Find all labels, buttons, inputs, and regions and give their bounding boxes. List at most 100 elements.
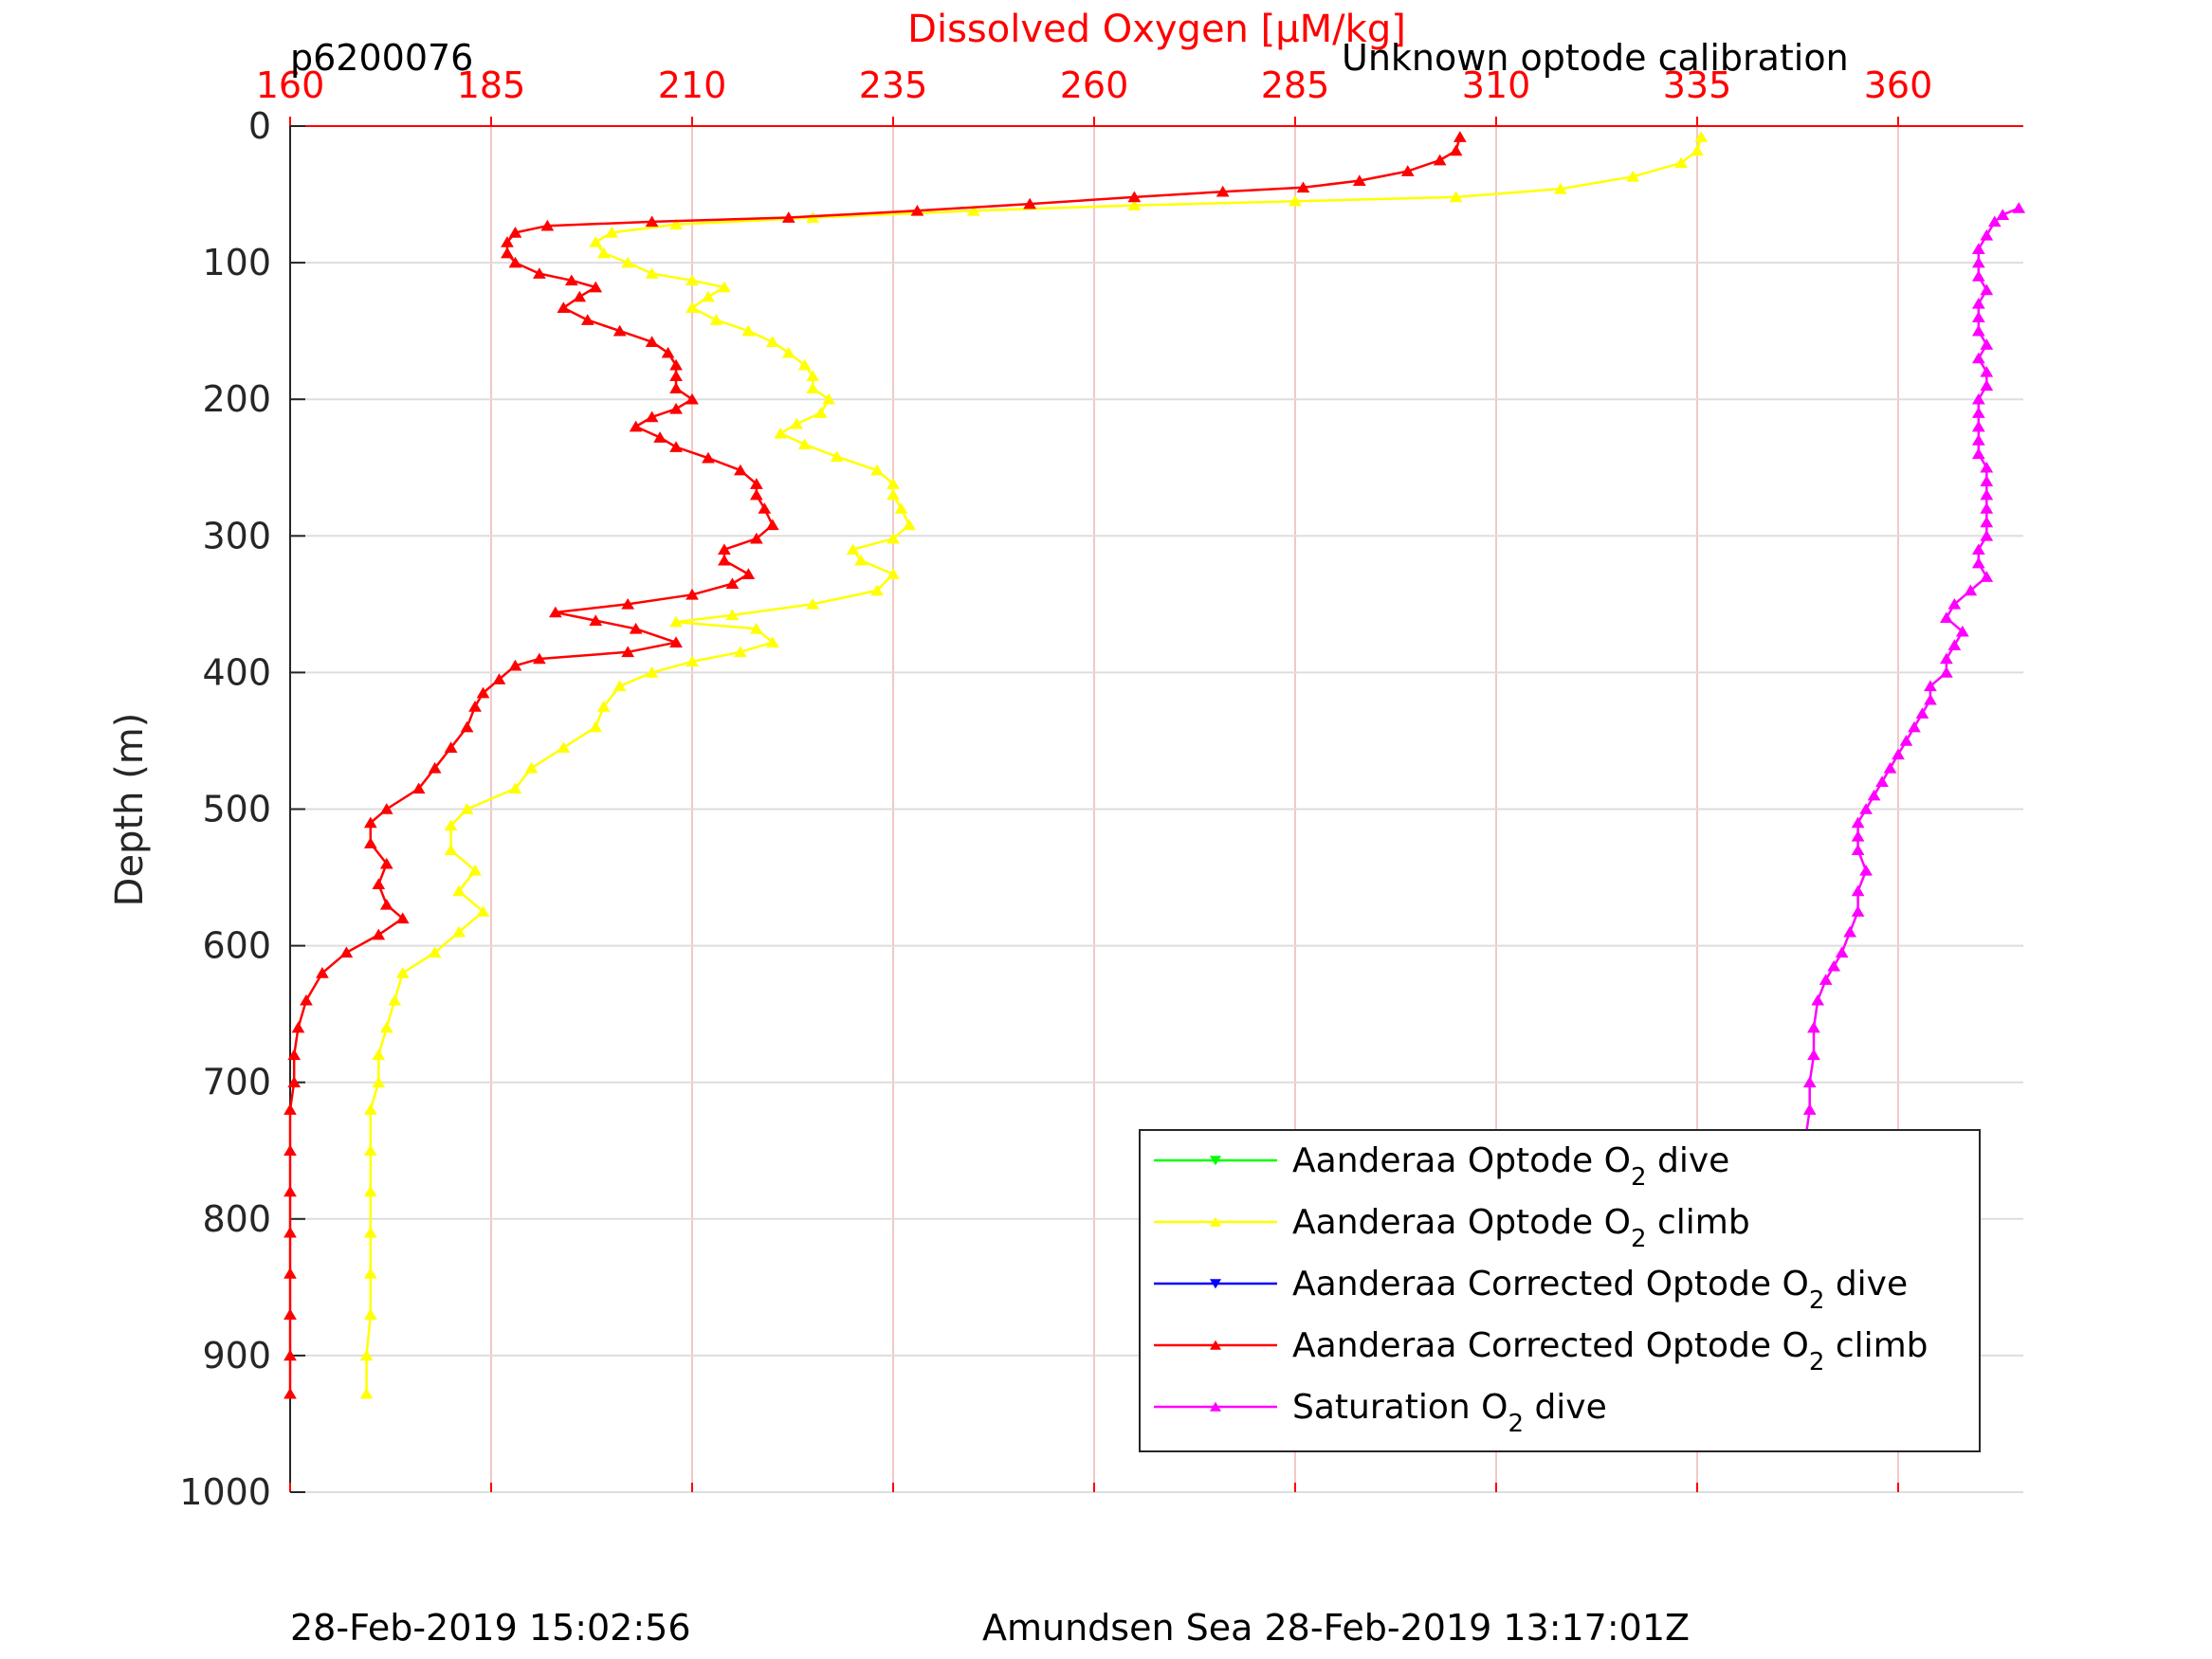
data-point-corrected_climb: [669, 636, 683, 647]
y-tick-label: 500: [202, 789, 271, 830]
data-point-saturation_dive: [1971, 256, 1985, 268]
data-point-corrected_climb: [686, 588, 699, 600]
data-point-corrected_climb: [781, 211, 795, 223]
legend-item-optode_climb: Aanderaa Optode O2 climb: [1154, 1203, 1750, 1253]
data-point-corrected_climb: [283, 1349, 297, 1361]
legend-label: Aanderaa Optode O2 climb: [1292, 1203, 1750, 1253]
data-point-corrected_climb: [501, 236, 514, 247]
legend-label-suffix: climb: [1647, 1203, 1750, 1242]
data-point-corrected_climb: [287, 1076, 302, 1087]
data-point-saturation_dive: [1940, 666, 1953, 678]
x-tick-label: 285: [1261, 64, 1330, 106]
data-point-saturation_dive: [1980, 283, 1994, 296]
data-point-optode_climb: [363, 1185, 377, 1197]
data-point-optode_climb: [589, 720, 603, 733]
data-point-saturation_dive: [1851, 884, 1865, 897]
data-point-saturation_dive: [1971, 407, 1985, 418]
data-point-optode_climb: [1449, 191, 1463, 203]
data-point-optode_climb: [749, 622, 763, 634]
data-point-optode_climb: [870, 584, 884, 596]
data-point-optode_climb: [476, 905, 490, 917]
x-tick-label: 185: [457, 64, 526, 106]
data-point-optode_climb: [621, 256, 635, 268]
data-point-saturation_dive: [1807, 1048, 1820, 1061]
data-point-corrected_climb: [1449, 144, 1463, 156]
data-point-corrected_climb: [1400, 165, 1415, 176]
data-point-optode_climb: [444, 844, 458, 856]
data-point-optode_climb: [887, 488, 900, 501]
data-point-saturation_dive: [1875, 775, 1889, 787]
data-point-saturation_dive: [1980, 338, 1994, 350]
data-point-saturation_dive: [1971, 324, 1985, 337]
data-point-corrected_climb: [749, 478, 763, 489]
data-point-corrected_climb: [283, 1144, 297, 1157]
data-point-saturation_dive: [1883, 761, 1897, 774]
legend-label-suffix: dive: [1824, 1265, 1908, 1304]
data-point-corrected_climb: [686, 392, 699, 405]
data-point-saturation_dive: [1980, 379, 1994, 392]
data-point-optode_climb: [734, 646, 747, 658]
data-point-saturation_dive: [1980, 461, 1994, 473]
data-point-corrected_climb: [645, 336, 659, 347]
data-point-corrected_climb: [629, 420, 643, 432]
data-point-saturation_dive: [1859, 803, 1873, 814]
legend-marker: [1210, 1340, 1221, 1350]
data-point-corrected_climb: [379, 803, 393, 814]
data-point-saturation_dive: [1955, 625, 1969, 637]
data-point-saturation_dive: [1851, 830, 1865, 842]
data-point-corrected_climb: [492, 673, 506, 684]
legend-label-main: Aanderaa Corrected Optode O: [1292, 1326, 1809, 1365]
data-point-optode_climb: [452, 884, 466, 897]
calibration-note: Unknown optode calibration: [1342, 37, 1849, 79]
legend-item-corrected_climb: Aanderaa Corrected Optode O2 climb: [1154, 1326, 1929, 1376]
data-point-corrected_climb: [363, 837, 377, 848]
data-point-optode_climb: [774, 427, 788, 439]
data-point-saturation_dive: [1947, 639, 1962, 650]
data-point-optode_climb: [1127, 199, 1142, 210]
data-point-saturation_dive: [1835, 946, 1849, 958]
data-point-corrected_climb: [283, 1308, 297, 1320]
data-point-saturation_dive: [1899, 735, 1913, 746]
data-point-saturation_dive: [1980, 228, 1994, 241]
y-tick-label: 600: [202, 925, 271, 967]
data-point-corrected_climb: [910, 204, 924, 216]
location-time: Amundsen Sea 28-Feb-2019 13:17:01Z: [982, 1607, 1690, 1649]
data-point-optode_climb: [460, 803, 474, 814]
data-point-corrected_climb: [283, 1103, 297, 1115]
data-point-corrected_climb: [1023, 197, 1037, 210]
legend-marker: [1210, 1401, 1221, 1412]
data-point-corrected_climb: [379, 857, 393, 869]
legend-item-optode_dive: Aanderaa Optode O2 dive: [1154, 1141, 1729, 1192]
y-tick-label: 700: [202, 1062, 271, 1103]
data-point-saturation_dive: [1996, 209, 2010, 220]
data-point-corrected_climb: [372, 928, 386, 940]
data-point-optode_climb: [903, 519, 916, 531]
data-point-corrected_climb: [734, 464, 747, 476]
profile-id: p6200076: [290, 37, 473, 79]
data-point-saturation_dive: [1971, 311, 1985, 323]
x-tick-label: 335: [1663, 64, 1732, 106]
legend: Aanderaa Optode O2 dive Aanderaa Optode O…: [1139, 1129, 1981, 1452]
data-point-corrected_climb: [749, 532, 763, 544]
data-point-corrected_climb: [612, 324, 627, 337]
data-point-corrected_climb: [589, 281, 603, 293]
data-point-saturation_dive: [1811, 994, 1825, 1006]
data-point-corrected_climb: [1296, 181, 1310, 193]
data-point-optode_climb: [797, 438, 812, 450]
data-point-corrected_climb: [411, 782, 426, 794]
data-point-optode_climb: [1553, 182, 1567, 194]
data-point-saturation_dive: [1980, 365, 1994, 377]
legend-item-saturation_dive: Saturation O2 dive: [1154, 1388, 1607, 1438]
data-point-corrected_climb: [533, 267, 546, 279]
data-point-optode_climb: [846, 543, 860, 556]
data-point-optode_climb: [363, 1226, 377, 1238]
data-point-saturation_dive: [1971, 243, 1985, 254]
y-tick-label: 300: [202, 515, 271, 556]
data-point-corrected_climb: [540, 219, 555, 231]
data-point-optode_climb: [359, 1387, 374, 1399]
data-point-saturation_dive: [1971, 297, 1985, 309]
data-point-corrected_climb: [1352, 174, 1366, 186]
data-point-saturation_dive: [1940, 611, 1953, 624]
data-point-saturation_dive: [1892, 748, 1905, 760]
